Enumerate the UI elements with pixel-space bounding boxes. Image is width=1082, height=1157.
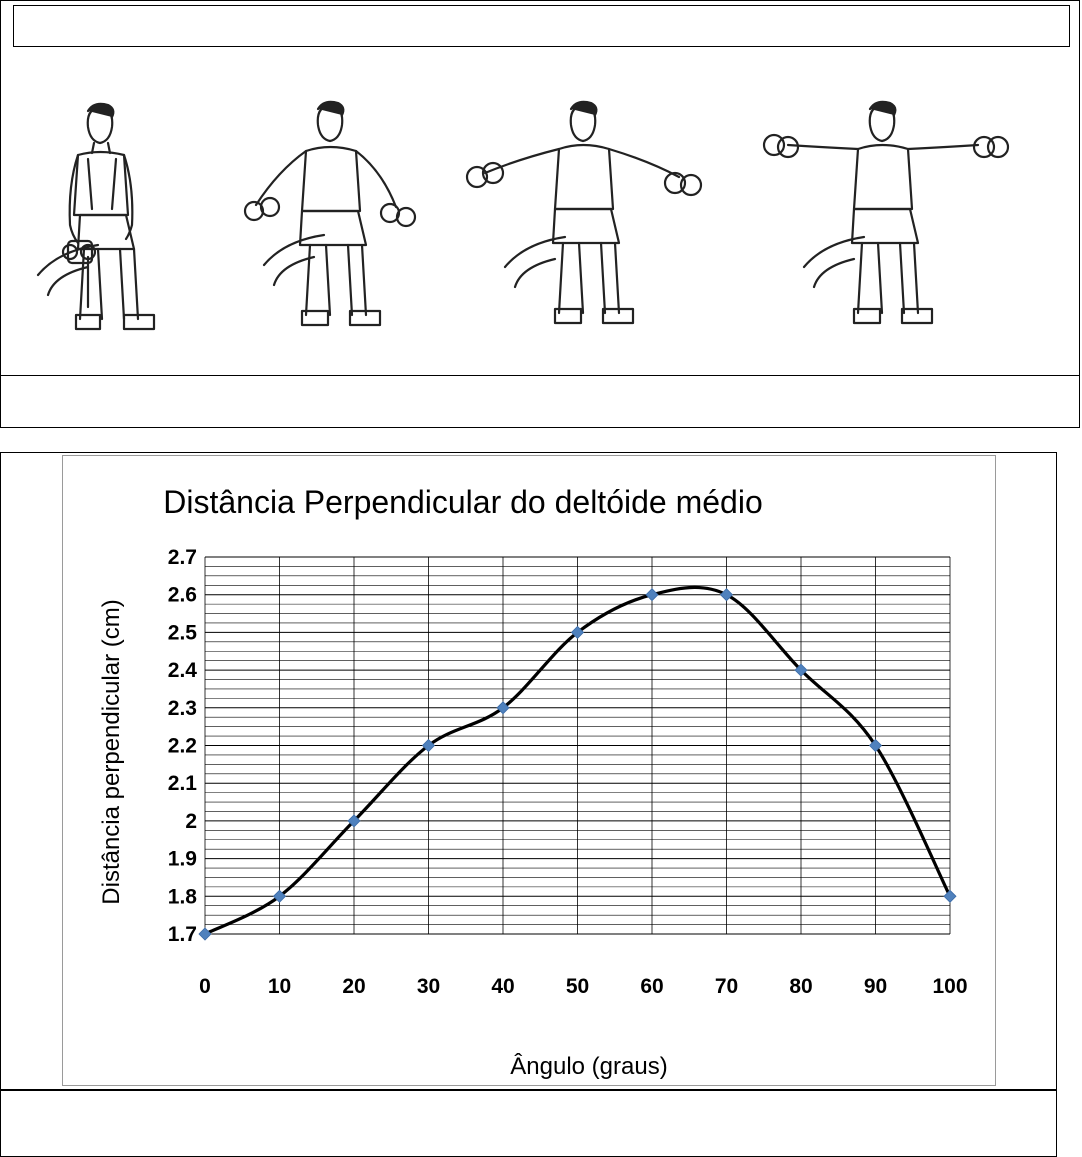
chart-title: Distância Perpendicular do deltóide médi… [163, 484, 762, 520]
data-point [645, 588, 659, 602]
chart-caption-row [0, 1090, 1057, 1157]
x-tick-label: 50 [566, 975, 589, 998]
grid-layer [204, 556, 951, 935]
data-point [868, 738, 883, 753]
y-tick-label: 1.7 [168, 923, 197, 946]
x-tick-label: 40 [491, 975, 514, 998]
figure-caption-box [13, 5, 1070, 47]
x-tick-label: 80 [789, 975, 812, 998]
x-tick-labels: 0 10 20 30 40 50 60 70 80 90 100 [199, 975, 967, 998]
data-point [272, 889, 287, 903]
seated-start-figure [36, 102, 156, 331]
exercise-figure-panel [0, 0, 1080, 376]
y-tick-label: 2.3 [168, 697, 197, 720]
figure-caption-row [0, 376, 1080, 428]
data-point [943, 889, 957, 903]
data-point [421, 738, 436, 753]
x-tick-label: 10 [268, 975, 291, 998]
y-tick-labels: 1.7 1.8 1.9 2 2.1 2.2 2.3 2.4 2.5 2.6 2.7 [168, 546, 198, 946]
y-tick-label: 2.5 [168, 621, 198, 644]
data-point [496, 701, 510, 715]
x-tick-label: 30 [417, 975, 440, 998]
y-tick-label: 2.7 [168, 546, 197, 569]
seated-low-raise-figure [243, 100, 417, 327]
seated-full-raise-figure [762, 100, 1010, 325]
y-tick-label: 2.4 [168, 659, 198, 682]
x-tick-label: 70 [715, 975, 738, 998]
x-tick-label: 0 [199, 975, 211, 998]
data-point [570, 625, 585, 639]
y-tick-label: 1.8 [168, 885, 198, 908]
x-tick-label: 90 [864, 975, 887, 998]
x-tick-label: 20 [342, 975, 365, 998]
x-tick-label: 60 [640, 975, 663, 998]
y-tick-label: 1.9 [168, 848, 197, 871]
y-tick-label: 2 [185, 810, 197, 833]
y-tick-label: 2.1 [168, 772, 198, 795]
y-tick-label: 2.6 [168, 584, 197, 607]
data-point [719, 588, 734, 602]
x-tick-label: 100 [932, 975, 967, 998]
data-point [347, 814, 361, 828]
seated-mid-raise-figure [465, 100, 703, 325]
data-point [794, 663, 808, 677]
data-point-layer [198, 588, 957, 941]
line-chart: Distância Perpendicular do deltóide médi… [98, 484, 968, 1080]
x-axis-title: Ângulo (graus) [510, 1053, 667, 1080]
data-point [198, 927, 212, 941]
y-axis-title: Distância perpendicular (cm) [98, 599, 125, 904]
y-tick-label: 2.2 [168, 735, 197, 758]
chart-panel [0, 452, 1057, 1090]
chart-frame: Distância Perpendicular do deltóide médi… [62, 455, 996, 1086]
